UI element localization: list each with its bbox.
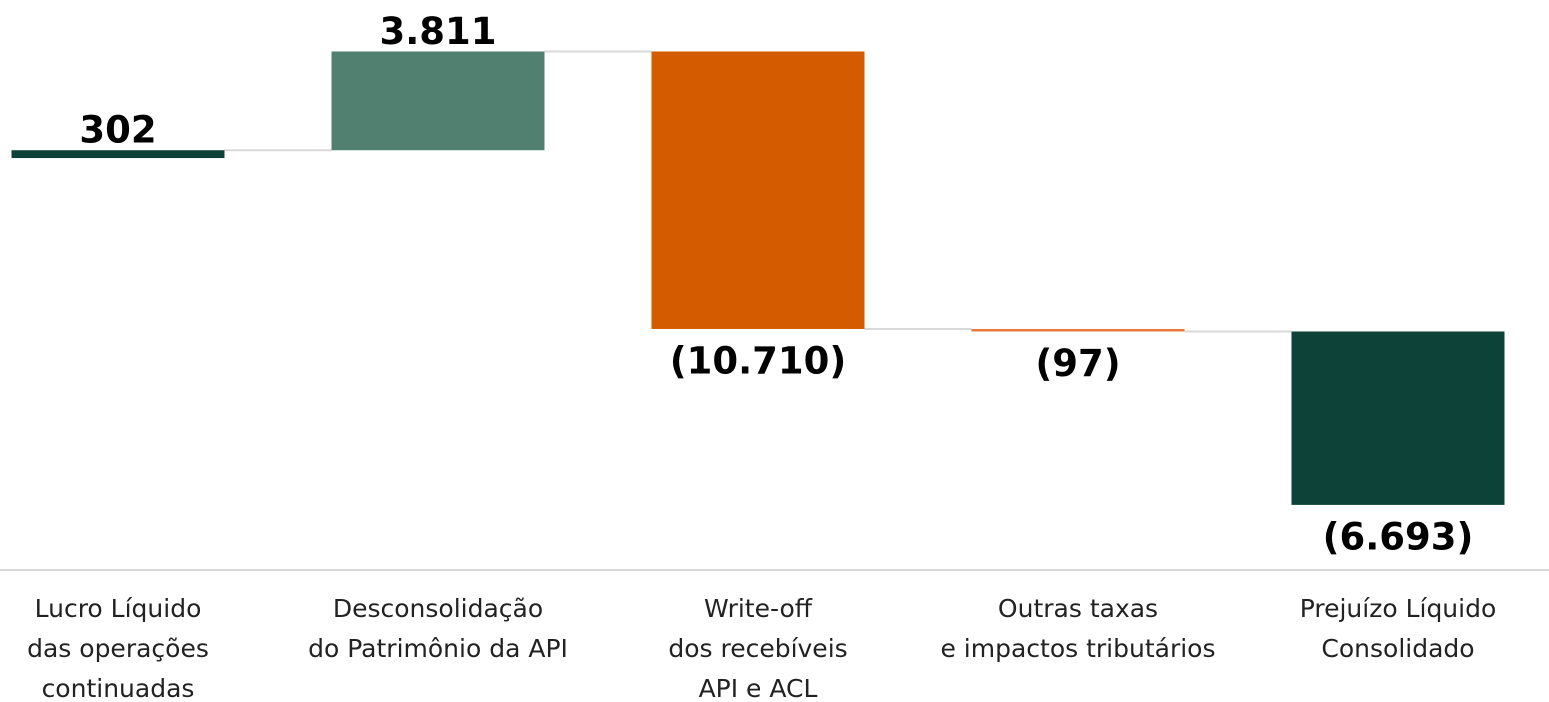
x-tick-label: e impactos tributários	[940, 634, 1215, 663]
x-tick-label: dos recebíveis	[668, 634, 847, 663]
x-tick-label: Write-off	[704, 594, 813, 623]
value-label: (6.693)	[1323, 515, 1474, 558]
x-tick-label: API e ACL	[699, 674, 818, 702]
value-label: 3.811	[379, 10, 496, 53]
x-tick-label: Lucro Líquido	[35, 594, 202, 623]
bar	[331, 51, 545, 151]
x-tick-label: Prejuízo Líquido	[1300, 594, 1497, 623]
value-label: (10.710)	[670, 339, 847, 382]
bar	[971, 328, 1185, 332]
x-tick-label: continuadas	[42, 674, 195, 702]
x-tick-label: do Patrimônio da API	[308, 634, 568, 663]
bar	[651, 51, 865, 329]
x-tick-label: Consolidado	[1321, 634, 1474, 663]
x-tick-label: das operações	[27, 634, 209, 663]
x-tick-label: Desconsolidação	[333, 594, 543, 623]
value-label: 302	[79, 109, 156, 152]
bar	[11, 150, 225, 159]
value-label: (97)	[1035, 342, 1120, 385]
bar	[1291, 331, 1505, 505]
x-tick-label: Outras taxas	[998, 594, 1158, 623]
